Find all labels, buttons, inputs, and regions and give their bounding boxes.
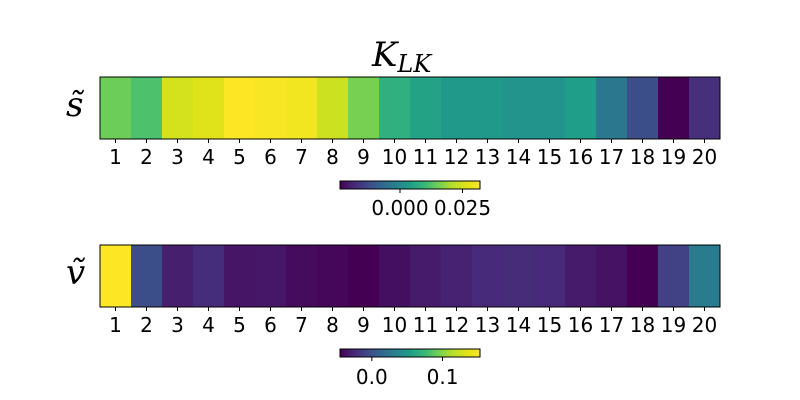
x-tick-label: 5 [233, 313, 246, 337]
x-tick-label: 17 [599, 313, 624, 337]
heatmap-cell [317, 245, 349, 307]
x-tick-label: 19 [661, 145, 686, 169]
x-tick-label: 12 [444, 145, 469, 169]
heatmap-cell [193, 245, 225, 307]
heatmap-cell [100, 77, 132, 139]
heatmap-cell [472, 77, 504, 139]
heatmap-cell [596, 245, 628, 307]
x-tick-label: 19 [661, 313, 686, 337]
x-tick-label: 11 [413, 145, 438, 169]
x-tick-label: 13 [475, 313, 500, 337]
heatmap-cell [410, 77, 442, 139]
heatmap-cell [503, 77, 535, 139]
heatmap-cell [255, 245, 287, 307]
heatmap-cell [565, 245, 597, 307]
heatmap-cell [503, 245, 535, 307]
colorbar-tick-label: 0.1 [427, 365, 459, 389]
x-tick-label: 5 [233, 145, 246, 169]
heatmap-frame [99, 76, 721, 140]
heatmap-cell [100, 245, 132, 307]
heatmap-cell [131, 77, 163, 139]
row-label: s̃ [66, 85, 85, 125]
heatmap-cell [689, 77, 721, 139]
x-tick-label: 2 [140, 313, 153, 337]
x-tick-label: 6 [264, 145, 277, 169]
heatmap-cell [441, 245, 473, 307]
heatmap-panel-s: s̃1 2 3 4 5 6 7 8 9 10 11 12 13 14 15 16 17 18 19 200.000 0.… [66, 76, 721, 220]
heatmap-cell [162, 245, 194, 307]
heatmap-cell [627, 245, 659, 307]
heatmap-cell [317, 77, 349, 139]
heatmap-cell [689, 245, 721, 307]
x-tick-label: 7 [295, 145, 308, 169]
heatmap-cell [348, 245, 380, 307]
x-tick-label: 8 [326, 313, 339, 337]
row-label: ṽ [66, 253, 86, 293]
heatmap-cell [627, 77, 659, 139]
x-tick-label: 15 [537, 145, 562, 169]
colorbar-tick-label: 0.025 [434, 196, 491, 220]
heatmap-cell [534, 77, 566, 139]
heatmap-cell [286, 77, 318, 139]
x-tick-label: 13 [475, 145, 500, 169]
heatmap-cell [224, 77, 256, 139]
heatmap-cell [658, 77, 690, 139]
heatmap-panel-v: ṽ1 2 3 4 5 6 7 8 9 10 11 12 13 14 15 16 17 18 19 200.0 0.1 [66, 244, 721, 389]
heatmap-cell [131, 245, 163, 307]
chart-title: KLK [371, 35, 433, 78]
heatmap-cell [565, 77, 597, 139]
x-tick-label: 1 [109, 313, 122, 337]
heatmap-cell [410, 245, 442, 307]
heatmap-cell [193, 77, 225, 139]
x-tick-label: 9 [357, 145, 370, 169]
heatmap-cell [379, 77, 411, 139]
x-tick-label: 14 [506, 313, 531, 337]
x-tick-label: 11 [413, 313, 438, 337]
heatmap-cell [224, 245, 256, 307]
x-tick-label: 18 [630, 145, 655, 169]
heatmap-cell [534, 245, 566, 307]
x-tick-label: 7 [295, 313, 308, 337]
colorbar-tick-label: 0.000 [371, 196, 428, 220]
heatmap-cell [379, 245, 411, 307]
x-tick-label: 4 [202, 313, 215, 337]
heatmap-cell [286, 245, 318, 307]
x-tick-label: 3 [171, 313, 184, 337]
x-tick-label: 14 [506, 145, 531, 169]
heatmap-cell [162, 77, 194, 139]
x-tick-label: 20 [692, 313, 717, 337]
x-tick-label: 17 [599, 145, 624, 169]
x-tick-label: 16 [568, 313, 593, 337]
heatmap-cell [472, 245, 504, 307]
heatmap-cell [255, 77, 287, 139]
x-tick-label: 10 [382, 145, 407, 169]
colorbar [339, 180, 481, 190]
x-tick-label: 10 [382, 313, 407, 337]
x-tick-label: 4 [202, 145, 215, 169]
x-tick-label: 18 [630, 313, 655, 337]
x-tick-label: 3 [171, 145, 184, 169]
x-tick-label: 6 [264, 313, 277, 337]
heatmap-cell [596, 77, 628, 139]
heatmap-cell [441, 77, 473, 139]
x-tick-label: 2 [140, 145, 153, 169]
colorbar [339, 348, 481, 358]
heatmap-frame [99, 244, 721, 308]
x-tick-label: 1 [109, 145, 122, 169]
x-tick-label: 16 [568, 145, 593, 169]
colorbar-tick-label: 0.0 [356, 365, 388, 389]
heatmap-cell [658, 245, 690, 307]
heatmap-cell [348, 77, 380, 139]
x-tick-label: 8 [326, 145, 339, 169]
x-tick-label: 12 [444, 313, 469, 337]
x-tick-label: 9 [357, 313, 370, 337]
x-tick-label: 20 [692, 145, 717, 169]
x-tick-label: 15 [537, 313, 562, 337]
